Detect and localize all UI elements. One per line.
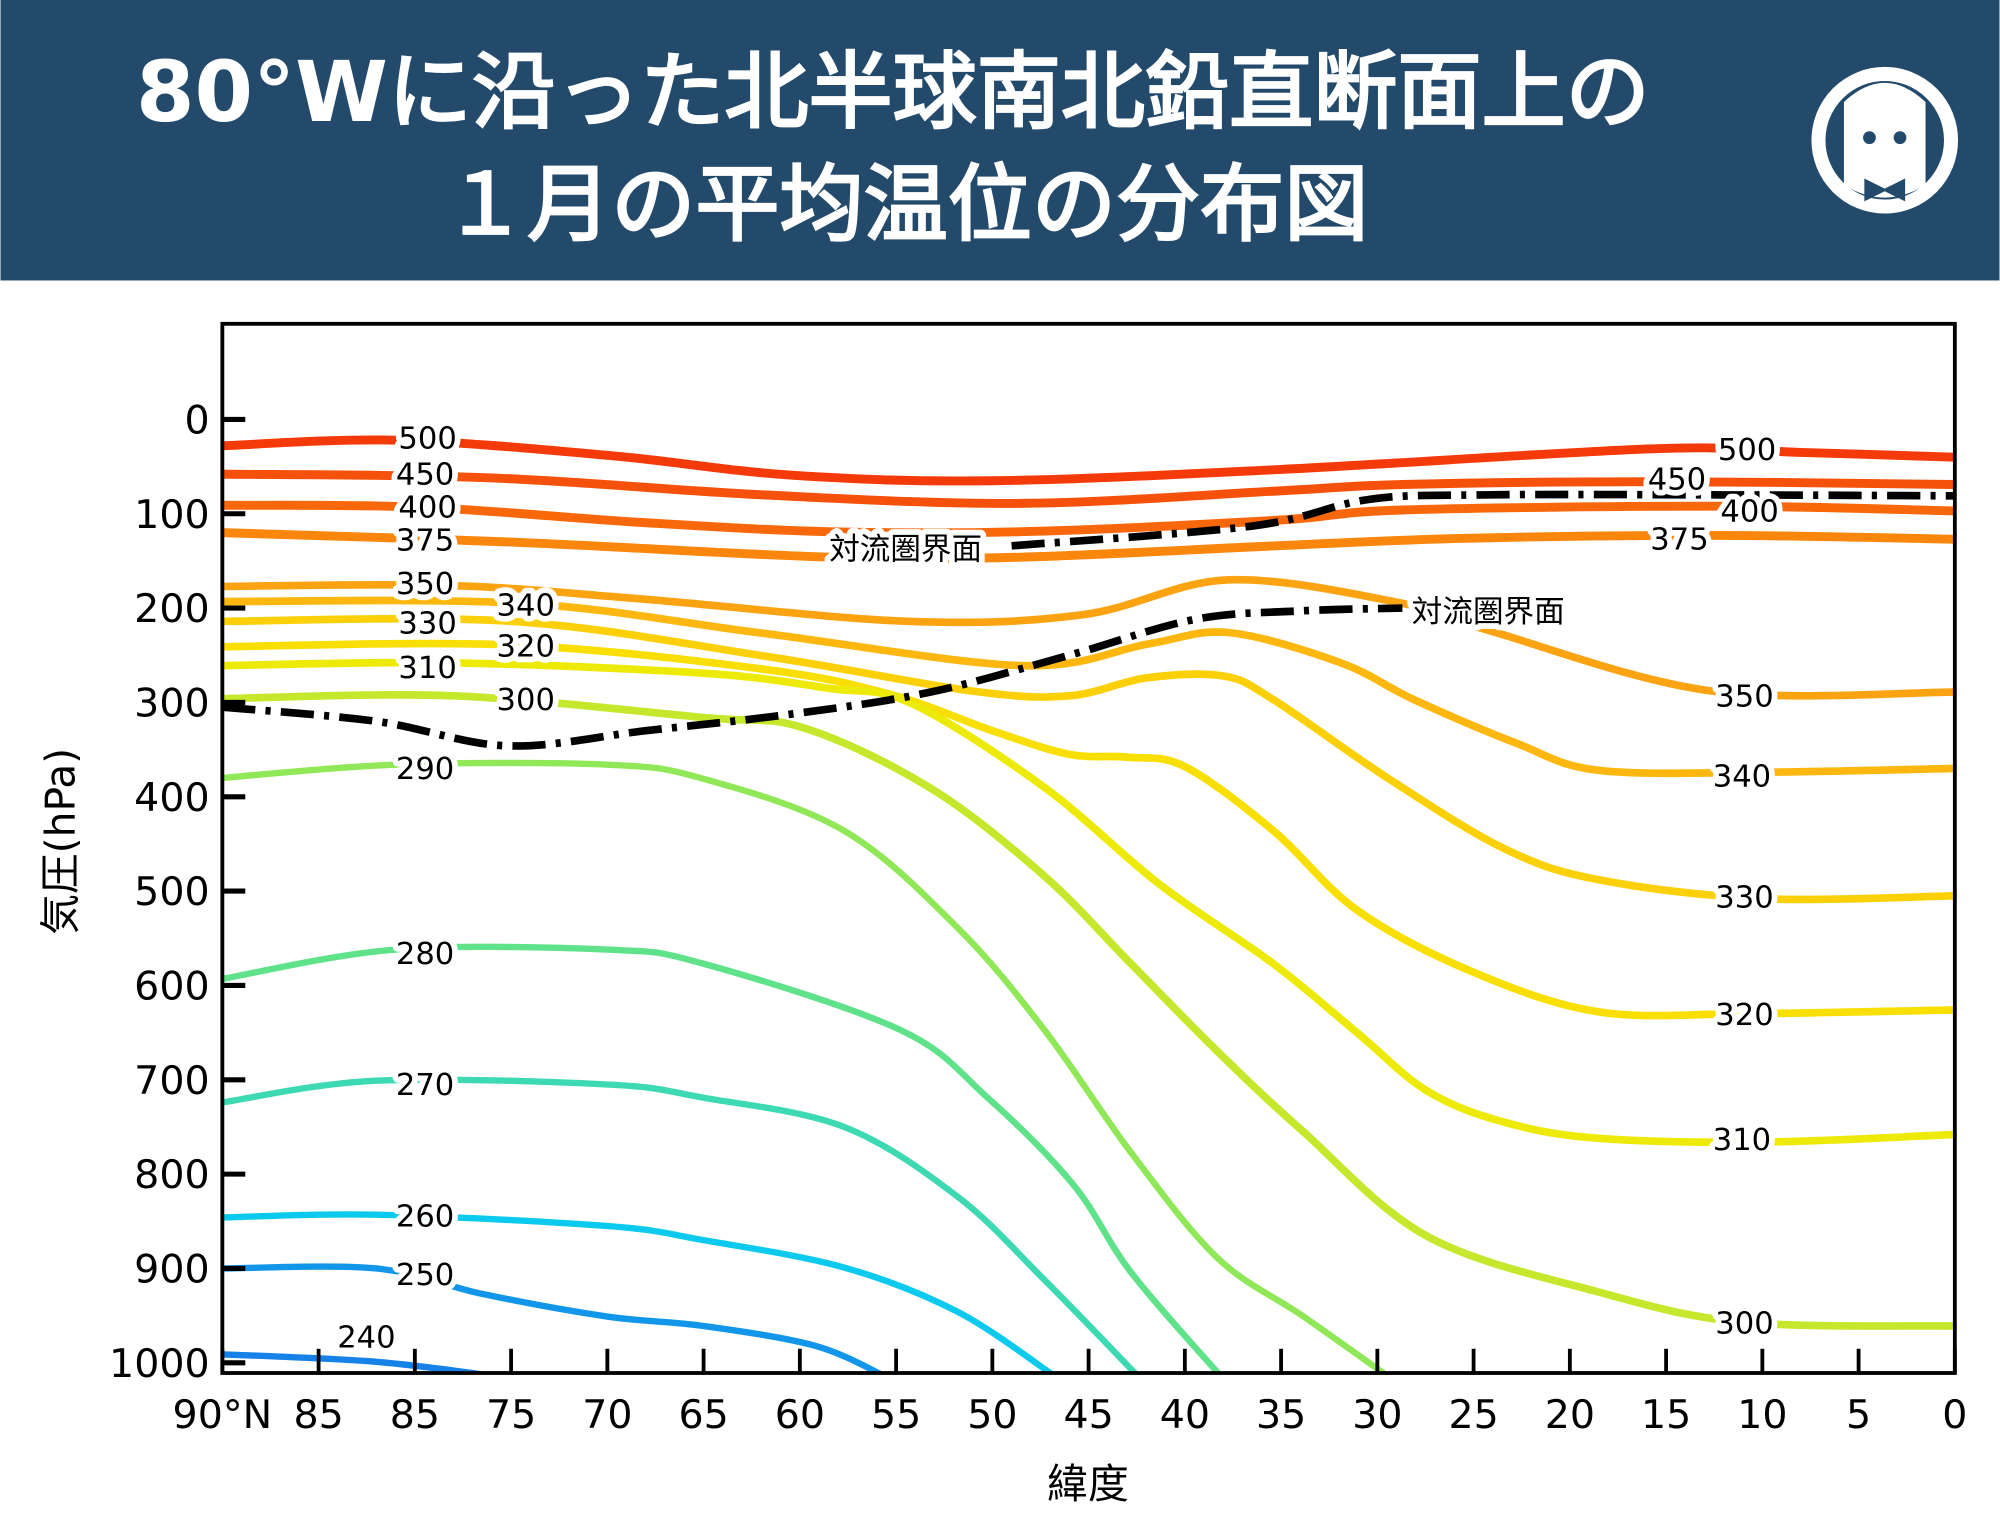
tropopause-line (222, 604, 1403, 750)
contour-label-250: 250 (396, 1258, 454, 1293)
isentrope-330 (222, 614, 1955, 904)
x-tick-label: 85 (390, 1392, 440, 1438)
isentrope-375 (222, 528, 1955, 564)
x-tick-label: 20 (1545, 1392, 1595, 1438)
x-tick-label: 30 (1352, 1392, 1402, 1438)
x-tick-label: 45 (1063, 1392, 1113, 1438)
y-tick-label: 100 (134, 492, 209, 538)
contour-label-500: 500 (1718, 433, 1776, 468)
y-tick-label: 0 (184, 397, 209, 443)
isentrope-310 (222, 658, 1955, 1147)
contour-label-330: 330 (1715, 881, 1773, 916)
isentrope-260 (222, 1211, 1056, 1373)
x-tick-label: 90°N (173, 1392, 273, 1438)
contour-label-400: 400 (1720, 494, 1778, 529)
header-banner (0, 0, 2000, 281)
contour-label-320: 320 (1715, 998, 1773, 1033)
isentrope-350 (222, 575, 1955, 700)
contour-label-260: 260 (396, 1199, 454, 1234)
contour-label-300: 300 (497, 683, 555, 718)
x-tick-label: 10 (1737, 1392, 1787, 1438)
contour-label-310: 310 (398, 651, 456, 686)
contour-label-500: 500 (398, 422, 456, 457)
x-tick-label: 50 (967, 1392, 1017, 1438)
isentrope-290 (222, 759, 1389, 1373)
x-tick-label: 55 (871, 1392, 921, 1438)
x-tick-label: 15 (1641, 1392, 1691, 1438)
contour-label-450: 450 (1648, 463, 1706, 498)
contour-label-400: 400 (398, 491, 456, 526)
header-title-line1: 80°Wに沿った北半球南北鉛直断面上の (136, 43, 1650, 141)
contour-label-340: 340 (1713, 760, 1771, 795)
contour-label-350: 350 (396, 567, 454, 602)
isentrope-300 (222, 691, 1955, 1330)
x-tick-label: 0 (1942, 1392, 1967, 1438)
x-tick-label: 35 (1256, 1392, 1306, 1438)
y-tick-label: 1000 (109, 1341, 210, 1387)
isentrope-450 (222, 469, 1955, 508)
x-tick-label: 60 (775, 1392, 825, 1438)
isentrope-270 (222, 1076, 1140, 1373)
x-tick-label: 5 (1846, 1392, 1871, 1438)
contour-label-300: 300 (1715, 1306, 1773, 1341)
x-tick-label: 75 (486, 1392, 536, 1438)
header-title-line2: １月の平均温位の分布図 (443, 155, 1368, 253)
isentrope-280 (222, 943, 1223, 1373)
contour-label-270: 270 (396, 1068, 454, 1103)
isentrope-500 (222, 435, 1955, 486)
contour-label-240: 240 (337, 1321, 395, 1356)
contour-label-290: 290 (396, 752, 454, 787)
contour-label-375: 375 (396, 524, 454, 559)
isentrope-400 (222, 500, 1955, 538)
y-tick-label: 200 (134, 586, 209, 632)
tropopause-label: 対流圏界面 (1412, 595, 1565, 630)
contour-label-350: 350 (1715, 679, 1773, 714)
y-axis-label: 気圧(hPa) (36, 748, 84, 935)
x-tick-label: 85 (293, 1392, 343, 1438)
y-tick-label: 300 (134, 680, 209, 726)
isentrope-340 (222, 596, 1955, 778)
tropopause-line (1011, 490, 1955, 550)
x-tick-label: 40 (1160, 1392, 1210, 1438)
y-tick-label: 800 (134, 1152, 209, 1198)
y-tick-label: 700 (134, 1058, 209, 1104)
y-tick-label: 500 (134, 869, 209, 915)
isentrope-320 (222, 639, 1955, 1020)
isentrope-250 (222, 1263, 886, 1373)
contour-label-340: 340 (497, 589, 555, 624)
contour-label-375: 375 (1650, 522, 1708, 557)
contour-label-310: 310 (1713, 1123, 1771, 1158)
contour-label-330: 330 (398, 607, 456, 642)
x-tick-label: 70 (582, 1392, 632, 1438)
tropopause-label: 対流圏界面 (829, 533, 982, 568)
y-tick-label: 600 (134, 963, 209, 1009)
x-axis-label: 緯度 (1047, 1460, 1129, 1508)
y-tick-label: 400 (134, 775, 209, 821)
x-tick-label: 65 (678, 1392, 728, 1438)
x-tick-label: 25 (1448, 1392, 1498, 1438)
contour-label-450: 450 (396, 457, 454, 492)
y-tick-label: 900 (134, 1246, 209, 1292)
contour-label-320: 320 (497, 630, 555, 665)
weathernews-mascot-logo-icon (1811, 66, 1959, 214)
contour-label-280: 280 (396, 937, 454, 972)
